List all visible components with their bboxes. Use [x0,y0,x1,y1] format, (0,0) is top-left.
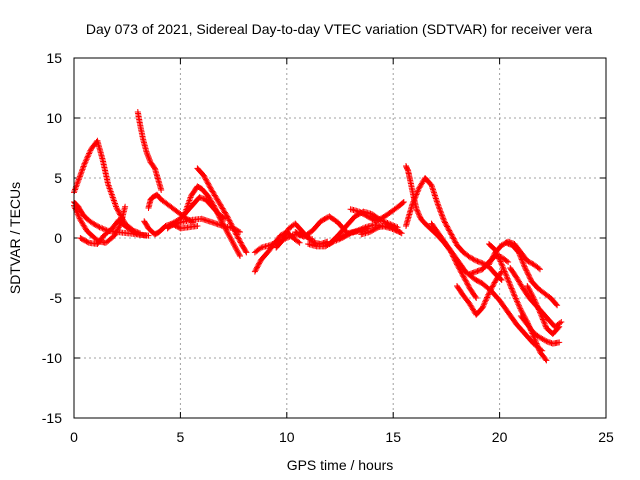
series-points-sat-w [428,220,546,354]
x-tick-label: 25 [598,429,614,445]
series-sat-t [358,223,405,238]
series-sat-e [134,109,165,193]
y-tick-label: -15 [42,410,62,426]
series-sat-d [77,217,150,247]
series-sat-aa [503,239,561,309]
series-points-sat-d [77,217,150,247]
series-sat-k [166,215,243,235]
series-points-sat-y [486,241,550,364]
x-axis-label: GPS time / hours [287,457,394,473]
series-sat-s [347,199,407,225]
series-points-sat-t [358,223,405,238]
series-sat-p [292,213,350,240]
series-points-sat-ac [517,313,563,347]
series-points-sat-u [403,163,480,301]
series-sat-x [454,268,505,318]
series-points-sat-x [454,268,505,318]
series-points-sat-i [181,183,243,259]
y-tick-label: 0 [54,230,62,246]
x-tick-label: 0 [70,429,78,445]
series-sat-ac [517,313,563,347]
x-tick-label: 5 [177,429,185,445]
series-sat-j [194,165,250,256]
series-sat-w [428,220,546,354]
x-tick-label: 15 [385,429,401,445]
series-points-sat-e [134,109,165,193]
series-points-sat-j [194,165,250,256]
series-sat-y [486,241,550,364]
series-sat-ae [466,253,512,277]
series-sat-ad [524,283,563,337]
series-points-sat-s [347,199,407,225]
y-tick-label: -10 [42,350,62,366]
series-points-sat-aa [503,239,561,309]
y-tick-label: 5 [54,170,62,186]
data-series-layer [71,109,565,364]
series-points-sat-ad [524,283,563,337]
series-points-sat-ae [466,253,512,277]
y-tick-label: 10 [46,110,62,126]
series-sat-u [403,163,480,301]
series-sat-i [181,183,243,259]
y-tick-label: 15 [46,50,62,66]
series-points-sat-p [292,213,350,240]
y-axis-label: SDTVAR / TECUs [7,182,23,294]
y-tick-label: -5 [50,290,63,306]
x-tick-label: 20 [492,429,508,445]
series-points-sat-k [166,215,243,235]
chart-title: Day 073 of 2021, Sidereal Day-to-day VTE… [86,21,592,37]
plot-frame [73,57,607,419]
x-tick-label: 10 [279,429,295,445]
